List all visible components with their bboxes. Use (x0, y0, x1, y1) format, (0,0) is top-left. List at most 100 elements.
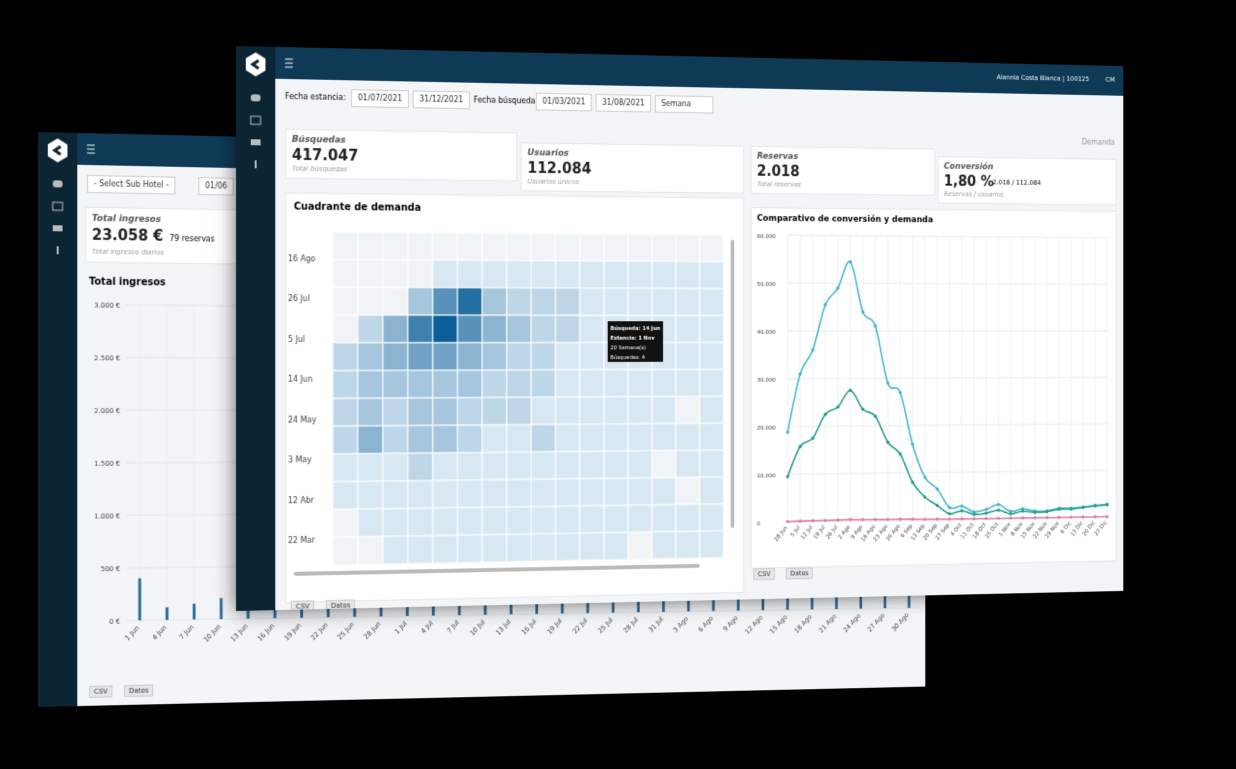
x-tick-label: 25 Jun (336, 621, 356, 642)
kpi-sub: Total ingresos diarios (91, 247, 164, 257)
x-tick-label: 7 Jul (446, 619, 461, 635)
heat-cell (383, 232, 408, 260)
csv-button[interactable]: CSV (89, 685, 113, 698)
heat-cell (507, 315, 531, 342)
heat-cell (358, 398, 383, 426)
heat-cell (358, 481, 383, 509)
heat-cell (482, 233, 507, 261)
point (886, 381, 890, 385)
kpi-card: Conversión 1,80 % 2.018 / 112.084 Reservas … (937, 156, 1117, 206)
y-tick-label: 1.000 € (94, 512, 120, 520)
heat-cell (358, 287, 383, 315)
y-tick-label: 500 € (101, 565, 120, 573)
point (1021, 516, 1025, 520)
heat-cell (507, 479, 531, 507)
heat-cell (408, 398, 433, 426)
user[interactable]: CM (1105, 75, 1115, 84)
x-tick-label: 2 Ago (837, 523, 852, 540)
search-to[interactable]: 31/08/2021 (595, 93, 652, 113)
heat-cell (628, 288, 652, 315)
x-tick-label: 16 Jun (256, 622, 276, 643)
page-link[interactable]: Demanda (1081, 137, 1115, 147)
heat-cell (433, 398, 458, 426)
data-button[interactable]: Datos (785, 567, 814, 580)
heat-cell (458, 425, 483, 453)
kpi-card: Usuarios 112.084 Usuarios únicos (520, 142, 745, 194)
csv-button[interactable]: CSV (753, 568, 776, 581)
heat-cell (580, 451, 604, 478)
heat-cell (507, 370, 531, 397)
y-tick-label: 10.000 (757, 472, 776, 479)
heat-cell (628, 343, 652, 370)
point (836, 286, 840, 290)
date-input[interactable]: 01/06 (198, 177, 234, 196)
period-select[interactable]: Semana (654, 95, 714, 114)
x-tick-label: 4 Jun (151, 624, 169, 642)
y-tick-label: 16 Ago (288, 254, 316, 263)
heat-cell (652, 478, 676, 505)
data-button[interactable]: Datos (124, 684, 154, 698)
kpi-value: 23.058 € (91, 225, 164, 245)
front-window: Alannia Costa Blanca | 100125 CM Fecha e… (236, 46, 1124, 611)
point (798, 519, 802, 523)
kpi-extra: 79 reservas (169, 233, 215, 244)
x-tick-label: 19 Jun (283, 621, 303, 642)
x-tick-label: 27 Ago (866, 612, 886, 634)
x-tick-label: 10 Jul (469, 618, 487, 637)
heat-cell (652, 234, 676, 261)
heat-cell (433, 288, 458, 316)
stay-to[interactable]: 31/12/2021 (412, 90, 470, 110)
y-tick-label: 50.000 (757, 281, 776, 288)
x-tick-label: 19 Jul (812, 524, 827, 541)
heat-cell (482, 507, 507, 535)
point (996, 508, 1001, 512)
y-tick-label: 1.500 € (94, 460, 120, 468)
point (823, 412, 827, 416)
heat-cell (604, 370, 628, 397)
point (1081, 515, 1085, 519)
heat-cell (700, 531, 724, 558)
heat-cell (433, 260, 458, 288)
hotel-name[interactable]: Alannia Costa Blanca | 100125 (996, 73, 1090, 84)
heat-cell (358, 315, 383, 343)
heat-cell (652, 261, 676, 288)
heat-cell (333, 343, 358, 371)
point (1057, 515, 1061, 520)
heat-cell (383, 370, 408, 398)
x-tick-label: 12 Ago (744, 614, 764, 636)
heat-cell (333, 315, 358, 343)
heat-cell (580, 506, 604, 534)
kpi-value: 1,80 % (943, 172, 994, 190)
heat-cell (676, 450, 700, 477)
tooltip-text: Estancia: 1 Nov (610, 336, 655, 342)
bar-chart: 0 € 500 € 1.000 € 1.500 € 2.000 € 2.500 € 3.00… (94, 301, 925, 644)
kpi-label: Reservas (756, 151, 799, 162)
search-from[interactable]: 01/03/2021 (535, 92, 593, 112)
kpi-label: Total ingresos (91, 213, 161, 225)
heat-cell (383, 398, 408, 426)
heat-cell (652, 370, 676, 397)
heat-cell (556, 288, 580, 315)
stay-from[interactable]: 01/07/2021 (351, 89, 409, 109)
heat-cell (700, 342, 724, 369)
heat-cell (580, 234, 604, 261)
point (886, 440, 890, 444)
heat-cell (628, 397, 652, 424)
y-tick-label: 60.000 (757, 233, 776, 240)
point (910, 442, 915, 447)
x-tick-label: 1 Jul (393, 620, 408, 636)
sub-hotel-select[interactable]: - Select Sub Hotel - (87, 174, 176, 195)
point (873, 324, 877, 328)
y-tick-label: 20.000 (757, 425, 776, 432)
heat-cell (333, 537, 358, 565)
point (873, 414, 877, 418)
line-panel: Comparativo de conversión y demanda 0 10.… (750, 207, 1117, 569)
point (785, 430, 790, 434)
back-window: - Select Sub Hotel - 01/06 Total ingreso… (38, 132, 926, 707)
heatmap-title: Cuadrante de demanda (293, 201, 422, 214)
heat-cell (507, 534, 531, 562)
point (785, 474, 790, 479)
heat-cell (531, 452, 555, 480)
heat-cell (507, 233, 531, 261)
heat-cell (652, 288, 676, 315)
